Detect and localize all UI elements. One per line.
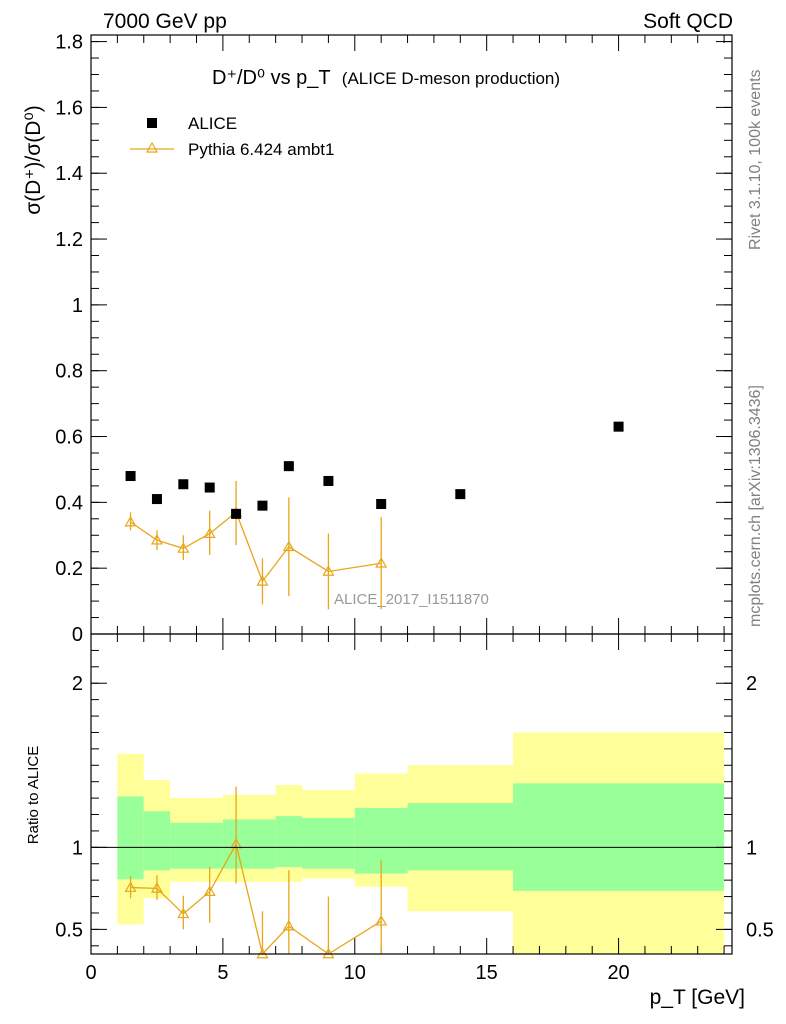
ratio-band-inner	[513, 783, 725, 891]
mc-point	[256, 575, 269, 586]
mc-point	[150, 533, 163, 545]
ratio-mc-point	[375, 914, 388, 926]
legend-label-pythia: Pythia 6.424 ambt1	[188, 140, 334, 159]
analysis-annotation: ALICE_2017_I1511870	[334, 591, 489, 608]
mc-point	[177, 542, 190, 553]
data-point	[151, 494, 162, 505]
ratio-band-inner	[275, 816, 303, 868]
data-point	[323, 475, 334, 486]
data-point	[257, 500, 268, 511]
ratio-axis-label: Ratio to ALICE	[25, 746, 42, 844]
ratio-band-inner	[117, 796, 144, 880]
x-tick-label: 20	[607, 962, 629, 984]
y-axis-label: σ(D⁺)/σ(D⁰)	[22, 105, 45, 215]
y-tick-label: 0.8	[55, 361, 83, 383]
chart-title-main: D⁺/D⁰ vs p_T	[212, 67, 330, 89]
ratio-band-inner	[302, 817, 355, 869]
ratio-mc-point	[203, 885, 216, 896]
x-tick-label: 5	[217, 962, 228, 984]
ratio-tick-label: 0.5	[55, 919, 83, 941]
ratio-mc-point	[124, 881, 137, 892]
ratio-tick-label-right: 2	[746, 673, 757, 695]
data-point	[125, 471, 136, 482]
data-series	[125, 421, 624, 519]
mc-point	[124, 515, 137, 527]
ratio-axis-ticks: 0.5 0.5 1 1 2 2	[55, 634, 774, 954]
chart-title: D⁺/D⁰ vs p_T (ALICE D-meson production)	[212, 67, 560, 89]
ratio-mc-point	[322, 947, 335, 959]
ratio-tick-label: 1	[72, 837, 83, 859]
y-tick-label: 1.4	[55, 163, 83, 185]
ratio-band-inner	[143, 811, 171, 871]
data-point	[204, 482, 215, 493]
legend-marker-alice	[147, 118, 157, 128]
y-tick-label: 1.8	[55, 32, 83, 54]
data-point	[376, 498, 387, 509]
ratio-bands	[117, 732, 725, 954]
x-tick-label: 0	[85, 962, 96, 984]
x-tick-labels: 0 5 10 15 20	[85, 962, 629, 984]
y-tick-label: 1.2	[55, 229, 83, 251]
ratio-tick-label-right: 1	[746, 837, 757, 859]
x-tick-label: 10	[344, 962, 366, 984]
data-point	[613, 421, 624, 432]
ratio-band-inner	[222, 819, 276, 869]
side-text-upper: Rivet 3.1.10, 100k events	[747, 69, 764, 250]
ratio-tick-label-right: 0.5	[746, 919, 774, 941]
ratio-band-inner	[170, 822, 223, 869]
x-tick-label: 15	[476, 962, 498, 984]
legend: ALICE Pythia 6.424 ambt1	[130, 114, 334, 159]
y-tick-label: 0.6	[55, 427, 83, 449]
ratio-series	[124, 786, 388, 959]
legend-marker-pythia	[145, 141, 159, 153]
ratio-tick-label: 2	[72, 673, 83, 695]
legend-label-alice: ALICE	[188, 114, 237, 133]
x-axis-label: p_T [GeV]	[650, 986, 745, 1009]
mc-point	[375, 557, 388, 568]
main-axis-ticks: 0 0.2 0.4 0.6 0.8 1 1.2 1.4 1.6 1.8	[55, 32, 732, 646]
ratio-plot-frame	[90, 633, 733, 955]
data-point	[178, 479, 189, 490]
mc-point	[203, 527, 216, 538]
ratio-mc-point	[150, 882, 163, 893]
data-point	[283, 461, 294, 472]
data-point	[455, 489, 466, 500]
ratio-mc-point	[256, 947, 269, 959]
header-right-label: Soft QCD	[643, 10, 733, 33]
svg-text:D⁺/D⁰ vs p_T (ALICE D-me: D⁺/D⁰ vs p_T (ALICE D-meson production)	[212, 67, 560, 89]
y-tick-label: 0.2	[55, 558, 83, 580]
mc-line	[130, 511, 382, 583]
chart-title-sub: (ALICE D-meson production)	[342, 69, 560, 88]
y-tick-label: 1	[72, 295, 83, 317]
side-text-lower: mcplots.cern.ch [arXiv:1306.3436]	[747, 385, 764, 627]
y-tick-label: 0	[72, 624, 83, 646]
header-left-label: 7000 GeV pp	[103, 10, 227, 33]
y-tick-label: 0.4	[55, 492, 83, 514]
data-point	[231, 508, 242, 519]
mc-point	[322, 565, 335, 576]
ratio-mc-point	[177, 907, 190, 919]
mc-point	[282, 540, 295, 552]
ratio-band-inner	[407, 803, 514, 871]
y-tick-label: 1.6	[55, 97, 83, 119]
ratio-mc-point	[282, 919, 295, 931]
